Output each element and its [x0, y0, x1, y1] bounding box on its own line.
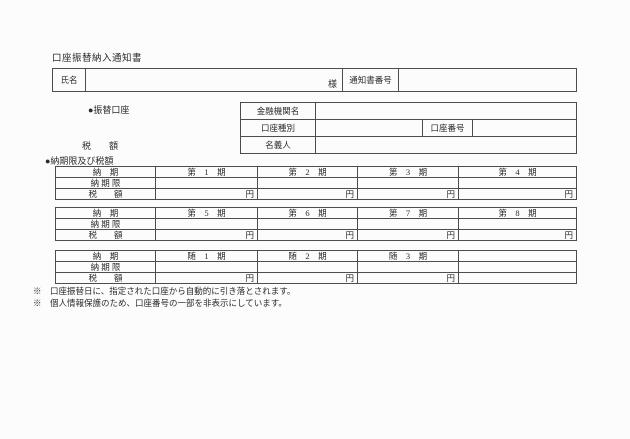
deadline-value-cell: [458, 177, 577, 189]
footnote-auto-debit: ※ 口座振替日に、指定された口座から自動的に引き落とされます。: [33, 286, 296, 296]
deadline-value-cell: [458, 218, 577, 230]
holder-name-value-cell: [315, 136, 577, 154]
deadline-value-cell: [257, 177, 358, 189]
deadline-row-label: 納 期 限: [55, 261, 156, 273]
period-header: 随 2 期: [257, 250, 358, 262]
deadline-value-cell: [257, 261, 358, 273]
period-header: 第 6 期: [257, 207, 358, 219]
deadline-row-label: 納 期 限: [55, 218, 156, 230]
tax-value-cell: 円: [155, 229, 258, 241]
deadline-value-cell: [155, 218, 258, 230]
tax-row-label: 税 額: [55, 229, 156, 241]
table-row: 納 期 限: [55, 261, 577, 273]
account-type-label: 口座種別: [240, 119, 316, 137]
table-row: 名義人: [240, 136, 577, 154]
tax-value-cell: 円: [357, 188, 459, 200]
account-type-value-cell: [315, 119, 423, 137]
tax-value-cell: 円: [458, 188, 577, 200]
period-header: 第 5 期: [155, 207, 258, 219]
tax-value-cell: 円: [257, 229, 358, 241]
deadline-value-cell: [357, 177, 459, 189]
deadline-value-cell: [357, 261, 459, 273]
table-row: 金融機関名: [240, 102, 577, 120]
deadline-value-cell: [155, 177, 258, 189]
table-row: 口座種別 口座番号: [240, 119, 577, 137]
table-row: 納 期 第 1 期 第 2 期 第 3 期 第 4 期: [55, 166, 577, 178]
period-header: 第 4 期: [458, 166, 577, 178]
schedule-table-periods-5-8: 納 期 第 5 期 第 6 期 第 7 期 第 8 期 納 期 限 税 額 円 …: [55, 207, 577, 241]
deadline-value-cell: [458, 261, 577, 273]
table-row: 氏名 様 通知書番号: [52, 68, 577, 92]
period-header: 第 3 期: [357, 166, 459, 178]
account-table: 金融機関名 口座種別 口座番号 名義人: [240, 102, 577, 154]
tax-value-cell-empty: [458, 272, 577, 284]
account-number-value-cell: [472, 119, 577, 137]
period-row-label: 納 期: [55, 250, 156, 262]
tax-value-cell: 円: [458, 229, 577, 241]
tax-value-cell: 円: [257, 188, 358, 200]
name-notice-table: 氏名 様 通知書番号: [52, 68, 577, 92]
bank-name-label: 金融機関名: [240, 102, 316, 120]
footnote-privacy: ※ 個人情報保護のため、口座番号の一部を非表示にしています。: [33, 298, 287, 308]
section-label-schedule: ●納期限及び税額: [45, 156, 114, 166]
period-header: 第 2 期: [257, 166, 358, 178]
tax-value-cell: 円: [357, 229, 459, 241]
tax-value-cell: 円: [155, 188, 258, 200]
period-header: 随 3 期: [357, 250, 459, 262]
notice-number-label: 通知書番号: [342, 68, 399, 92]
name-value-cell: 様: [85, 68, 343, 92]
deadline-value-cell: [155, 261, 258, 273]
tax-row-label: 税 額: [55, 272, 156, 284]
table-row: 税 額 円 円 円 円: [55, 229, 577, 241]
table-row: 納 期 限: [55, 177, 577, 189]
section-label-transfer-account: ●振替口座: [88, 105, 130, 115]
period-header: 第 1 期: [155, 166, 258, 178]
table-row: 納 期 随 1 期 随 2 期 随 3 期: [55, 250, 577, 262]
table-row: 納 期 限: [55, 218, 577, 230]
period-header-empty: [458, 250, 577, 262]
period-header: 第 8 期: [458, 207, 577, 219]
deadline-value-cell: [257, 218, 358, 230]
table-row: 税 額 円 円 円: [55, 272, 577, 284]
deadline-row-label: 納 期 限: [55, 177, 156, 189]
tax-value-cell: 円: [155, 272, 258, 284]
period-row-label: 納 期: [55, 207, 156, 219]
deadline-value-cell: [357, 218, 459, 230]
period-row-label: 納 期: [55, 166, 156, 178]
tax-row-label: 税 額: [55, 188, 156, 200]
schedule-table-occasional-periods: 納 期 随 1 期 随 2 期 随 3 期 納 期 限 税 額 円 円 円: [55, 250, 577, 284]
holder-name-label: 名義人: [240, 136, 316, 154]
document-title: 口座振替納入通知書: [52, 54, 143, 64]
honorific-label: 様: [327, 79, 337, 89]
bank-name-value-cell: [315, 102, 577, 120]
tax-amount-side-label: 税 額: [82, 141, 119, 151]
table-row: 税 額 円 円 円 円: [55, 188, 577, 200]
period-header: 随 1 期: [155, 250, 258, 262]
period-header: 第 7 期: [357, 207, 459, 219]
tax-value-cell: 円: [357, 272, 459, 284]
table-row: 納 期 第 5 期 第 6 期 第 7 期 第 8 期: [55, 207, 577, 219]
tax-value-cell: 円: [257, 272, 358, 284]
account-number-label: 口座番号: [422, 119, 473, 137]
schedule-table-periods-1-4: 納 期 第 1 期 第 2 期 第 3 期 第 4 期 納 期 限 税 額 円 …: [55, 166, 577, 200]
name-label: 氏名: [52, 68, 86, 92]
notice-number-value-cell: [398, 68, 577, 92]
